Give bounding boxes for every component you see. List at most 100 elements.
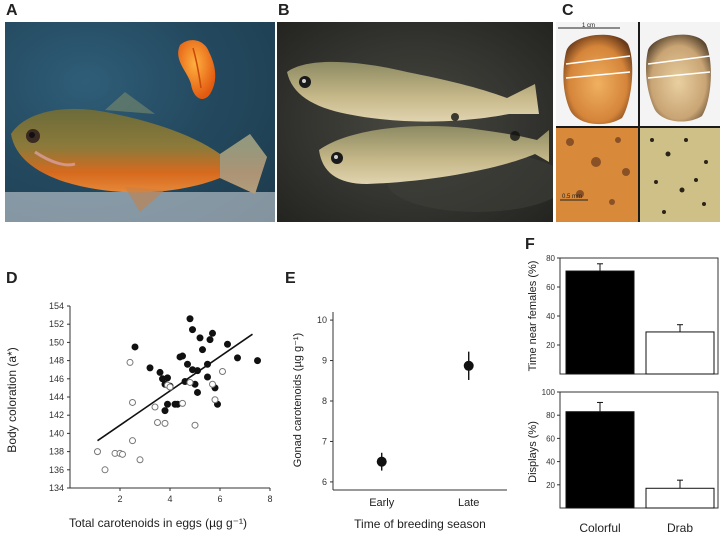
panel-label-a: A (6, 2, 18, 19)
chart-e-x-axis-label: Time of breeding season (354, 517, 486, 531)
chart-e-x-tick-label: Late (458, 497, 479, 509)
chart-f-y-tick-label: 40 (546, 458, 555, 467)
chart-d-point-filled (184, 360, 191, 368)
chart-d-x-tick-label: 4 (167, 494, 172, 504)
chart-d-point-filled (171, 400, 179, 408)
chart-e-y-tick-label: 9 (322, 356, 327, 366)
chart-d-y-tick-label: 148 (49, 356, 64, 366)
chart-d-point-filled (179, 352, 186, 360)
chart-d-y-tick-label: 136 (49, 465, 64, 475)
chart-d-point-open (166, 383, 174, 391)
chart-d-point-filled (206, 336, 214, 344)
chart-d-y-tick-label: 134 (49, 483, 64, 493)
chart-d-point-open (161, 419, 169, 427)
chart-f-bar (565, 270, 635, 375)
chart-d-point-open (209, 380, 216, 388)
chart-d-point-open (129, 398, 136, 406)
chart-d-point-filled (194, 367, 201, 375)
chart-d-point-open (129, 437, 136, 445)
chart-d-scatter: 134 136 138 140 142 144 146 148 150 152 154 2 4 6 8 To… (5, 301, 273, 530)
chart-d-point-open (219, 368, 226, 376)
chart-d-point-open (191, 421, 199, 429)
chart-f-bar (645, 487, 715, 509)
chart-f-y-tick-label: 80 (546, 254, 555, 263)
chart-e-y-axis-label: Gonad carotenoids (µg g⁻¹) (292, 333, 304, 467)
chart-d-point-open (126, 358, 134, 366)
chart-d-point-filled (146, 364, 154, 372)
chart-f-frame (559, 391, 719, 509)
chart-e-point (376, 456, 387, 467)
chart-f-top-y-label: Time near females (%) (527, 261, 539, 372)
scale-label-1cm: 1 cm (582, 23, 595, 29)
chart-d-point-filled (194, 388, 201, 396)
chart-d-y-tick-label: 138 (49, 447, 64, 457)
chart-d-point-open (101, 466, 109, 474)
chart-d-point-filled (189, 326, 196, 334)
chart-e-x-tick-label: Early (369, 497, 395, 509)
chart-f-y-tick-label: 60 (546, 283, 555, 292)
chart-d-point-open (94, 448, 101, 456)
chart-d-point-open (154, 418, 161, 426)
chart-e-y-tick-label: 8 (322, 396, 327, 406)
chart-d-point-open (119, 450, 126, 458)
panel-label-f: F (525, 236, 535, 253)
panel-label-e: E (285, 270, 296, 287)
chart-d-point-filled (196, 334, 204, 342)
chart-f-bottom-y-label: Displays (%) (527, 421, 539, 483)
chart-d-point-open (151, 403, 159, 411)
chart-f-y-tick-label: 40 (546, 312, 555, 321)
chart-d-point-open (211, 396, 219, 404)
chart-d-point-filled (254, 357, 261, 365)
panel-label-d: D (6, 270, 18, 287)
chart-d-point-filled (131, 343, 139, 351)
chart-d-point-filled (199, 346, 206, 354)
photo-skin-samples: 1 cm 0.5 mm (556, 22, 720, 222)
panel-label-b: B (278, 2, 290, 19)
chart-d-y-axis-label: Body coloration (a*) (5, 347, 19, 452)
photo-male-fish-with-egg (5, 22, 275, 222)
chart-f-y-tick-label: 20 (546, 341, 555, 350)
chart-d-point-filled (224, 340, 231, 348)
chart-d-x-tick-label: 8 (267, 494, 272, 504)
chart-f-category-label: Colorful (579, 521, 620, 535)
chart-d-y-tick-label: 154 (49, 301, 64, 311)
chart-d-y-tick-label: 146 (49, 374, 64, 384)
photo-two-fish (277, 22, 553, 222)
chart-d-point-filled (164, 400, 171, 408)
chart-d-point-filled (234, 354, 241, 362)
chart-d-y-tick-label: 152 (49, 319, 64, 329)
chart-d-point-filled (186, 315, 194, 323)
chart-d-regression-line (97, 333, 253, 442)
chart-d-x-axis-label: Total carotenoids in eggs (µg g⁻¹) (69, 516, 247, 530)
chart-d-x-tick-label: 2 (117, 494, 122, 504)
chart-d-point-filled (204, 373, 211, 381)
chart-f-y-tick-label: 100 (542, 388, 556, 397)
scale-label-0-5mm: 0.5 mm (562, 194, 582, 200)
chart-d-y-tick-label: 144 (49, 392, 64, 402)
chart-d-point-filled (204, 360, 211, 368)
chart-d-x-tick-label: 6 (217, 494, 222, 504)
chart-e-y-tick-label: 7 (322, 436, 327, 446)
chart-f-y-tick-label: 20 (546, 481, 555, 490)
chart-f-y-tick-label: 80 (546, 411, 555, 420)
chart-d-point-open (179, 399, 186, 407)
chart-d-point-open (186, 378, 194, 386)
chart-d-point-filled (209, 329, 216, 337)
chart-f-bar (645, 331, 715, 375)
chart-d-point-filled (164, 374, 171, 382)
chart-e-y-tick-label: 6 (322, 477, 327, 487)
chart-d-y-tick-label: 142 (49, 410, 64, 420)
chart-d-y-tick-label: 140 (49, 428, 64, 438)
chart-d-point-filled (161, 407, 169, 415)
chart-f-category-label: Drab (667, 521, 693, 535)
panel-label-c: C (562, 2, 574, 19)
chart-d-point-filled (156, 368, 164, 376)
chart-e-point (463, 360, 474, 371)
chart-d-point-open (136, 456, 144, 464)
chart-f-y-tick-label: 60 (546, 434, 555, 443)
chart-f-bar-charts: 20 40 60 80 20 40 60 80 100 Colorful Drab Time ne… (527, 254, 719, 535)
chart-e-y-tick-label: 10 (317, 315, 327, 325)
chart-d-y-tick-label: 150 (49, 337, 64, 347)
chart-f-bar (565, 411, 635, 509)
